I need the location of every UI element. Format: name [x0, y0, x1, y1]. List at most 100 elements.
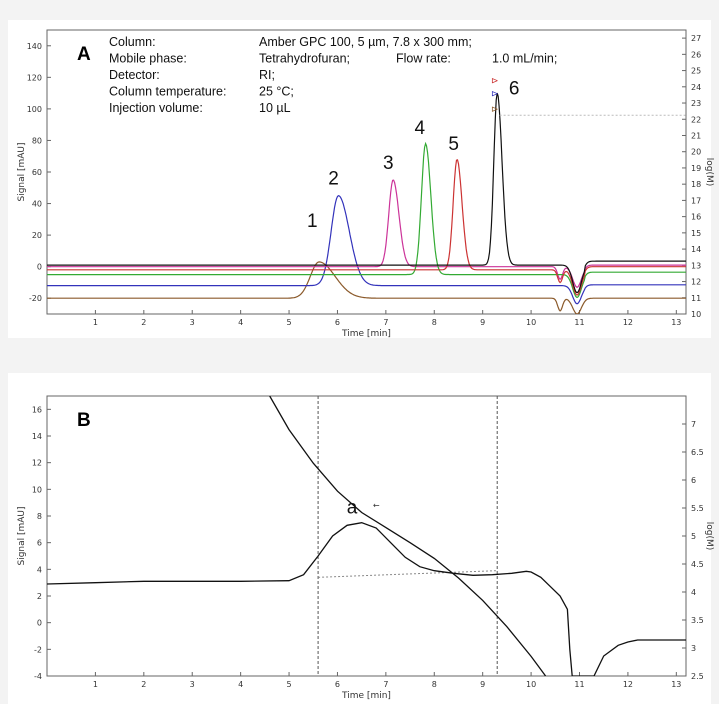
- trace-line: [47, 195, 686, 305]
- x-tick-label: 12: [623, 680, 633, 689]
- x-tick-label: 4: [238, 318, 243, 327]
- peak-label: 3: [383, 153, 394, 174]
- y-tick-label: 2: [37, 592, 42, 601]
- y2-tick-label: 3.5: [691, 616, 704, 625]
- x-tick-label: 13: [671, 318, 681, 327]
- x-tick-label: 8: [432, 680, 437, 689]
- trace-line: [47, 141, 686, 298]
- peak-marker: ←: [373, 501, 380, 510]
- x-tick-label: 1: [93, 680, 98, 689]
- x-tick-label: 4: [238, 680, 243, 689]
- y-tick-label: 0: [37, 263, 42, 272]
- panel-letter: A: [77, 44, 91, 65]
- y-tick-label: 4: [37, 565, 42, 574]
- y2-tick-label: 12: [691, 278, 701, 287]
- x-tick-label: 6: [335, 680, 340, 689]
- x-tick-label: 2: [141, 680, 146, 689]
- info-label: Injection volume:: [109, 101, 203, 115]
- y2-tick-label: 20: [691, 148, 701, 157]
- info-value: 10 µL: [259, 101, 291, 115]
- y2-tick-label: 25: [691, 67, 701, 76]
- trace-line: [47, 179, 686, 288]
- y2-tick-label: 15: [691, 229, 701, 238]
- y2-axis-label: log(M): [704, 158, 714, 187]
- calibration-curve: [269, 396, 547, 676]
- panel-b-background: [8, 373, 711, 704]
- x-tick-label: 10: [526, 680, 536, 689]
- y2-tick-label: 13: [691, 261, 701, 270]
- info-value: Amber GPC 100, 5 µm, 7.8 x 300 mm;: [259, 35, 472, 49]
- y2-tick-label: 6: [691, 476, 696, 485]
- peak-label: 2: [328, 169, 339, 190]
- y2-tick-label: 2.5: [691, 672, 704, 681]
- info-label: Column:: [109, 35, 156, 49]
- y-tick-label: 80: [32, 136, 42, 145]
- calibration-marker: ⊳: [491, 89, 499, 99]
- x-axis-label: Time [min]: [341, 329, 391, 339]
- x-tick-label: 1: [93, 318, 98, 327]
- x-tick-label: 11: [574, 318, 584, 327]
- y2-tick-label: 6.5: [691, 448, 704, 457]
- panel-letter: B: [77, 410, 91, 431]
- y-tick-label: 140: [27, 42, 42, 51]
- x-tick-label: 11: [574, 680, 584, 689]
- trace-line: [47, 92, 686, 294]
- x-tick-label: 7: [383, 680, 388, 689]
- y-tick-label: 14: [32, 432, 42, 441]
- y-tick-label: 12: [32, 459, 42, 468]
- signal-trace: [47, 522, 686, 676]
- info-extra-value: 1.0 mL/min;: [492, 52, 557, 66]
- y-tick-label: 100: [27, 105, 42, 114]
- plot-area-b: [47, 396, 686, 676]
- y-tick-label: 40: [32, 200, 42, 209]
- panel-a: 1 2 3 4 5 6 7 8 9 10 11 12 13-2002040608010012014010…: [8, 20, 714, 339]
- y2-tick-label: 4: [691, 588, 696, 597]
- peak-label: 1: [307, 211, 318, 232]
- y2-tick-label: 5.5: [691, 504, 704, 513]
- panel-b: 1 2 3 4 5 6 7 8 9 10 11 12 13-4-202468101214162.533.…: [8, 373, 714, 704]
- y-tick-label: 8: [37, 512, 42, 521]
- y-tick-label: -4: [34, 672, 42, 681]
- trace-line: [47, 159, 686, 296]
- y2-tick-label: 27: [691, 34, 701, 43]
- peak-label: 5: [448, 134, 459, 155]
- x-tick-label: 8: [432, 318, 437, 327]
- y2-tick-label: 19: [691, 164, 701, 173]
- y-axis-label: Signal [mAU]: [17, 506, 27, 565]
- x-tick-label: 7: [383, 318, 388, 327]
- info-label: Mobile phase:: [109, 52, 187, 66]
- x-tick-label: 10: [526, 318, 536, 327]
- x-tick-label: 13: [671, 680, 681, 689]
- x-tick-label: 5: [286, 680, 291, 689]
- info-value: 25 °C;: [259, 85, 294, 99]
- y2-tick-label: 4.5: [691, 560, 704, 569]
- x-tick-label: 9: [480, 318, 485, 327]
- y2-tick-label: 22: [691, 115, 701, 124]
- x-tick-label: 12: [623, 318, 633, 327]
- x-tick-label: 2: [141, 318, 146, 327]
- calibration-marker: ⊳: [491, 105, 499, 115]
- method-info: Column: Amber GPC 100, 5 µm, 7.8 x 300 mm…: [109, 35, 557, 115]
- y2-tick-label: 21: [691, 131, 701, 140]
- y2-tick-label: 5: [691, 532, 696, 541]
- x-tick-label: 3: [190, 680, 195, 689]
- y-tick-label: 16: [32, 405, 42, 414]
- y-axis-label: Signal [mAU]: [17, 142, 27, 201]
- y2-axis-label: log(M): [704, 522, 714, 551]
- y2-tick-label: 23: [691, 99, 701, 108]
- y-tick-label: 20: [32, 231, 42, 240]
- y2-tick-label: 26: [691, 50, 701, 59]
- x-tick-label: 5: [286, 318, 291, 327]
- x-tick-label: 6: [335, 318, 340, 327]
- baseline-segment: [318, 570, 498, 578]
- info-value: RI;: [259, 68, 275, 82]
- plot-area-a: [47, 92, 686, 314]
- y2-tick-label: 17: [691, 196, 701, 205]
- peak-label: 6: [509, 79, 520, 100]
- y2-tick-label: 18: [691, 180, 701, 189]
- info-value: Tetrahydrofuran;: [259, 52, 350, 66]
- y2-tick-label: 7: [691, 420, 696, 429]
- y-tick-label: -20: [29, 294, 42, 303]
- y-tick-label: 60: [32, 168, 42, 177]
